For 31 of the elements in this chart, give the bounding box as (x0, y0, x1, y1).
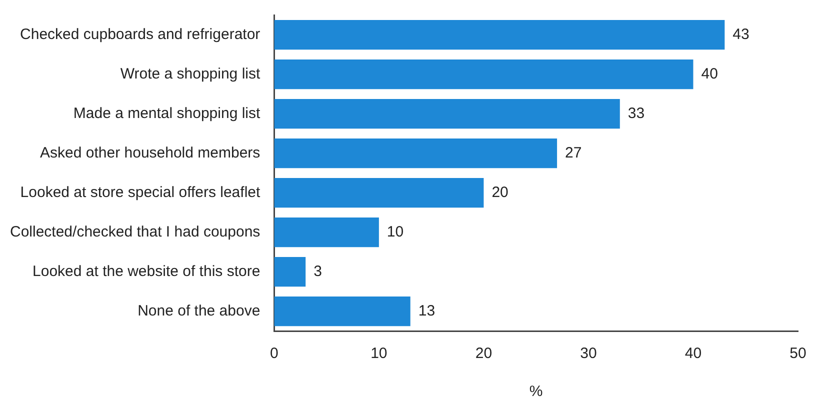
data-label: 43 (732, 26, 750, 43)
bar (274, 256, 306, 287)
x-tick-label: 10 (370, 345, 388, 362)
data-label: 40 (701, 65, 718, 82)
bar (274, 138, 558, 168)
y-tick-label: Looked at store special offers leaflet (20, 184, 261, 201)
bar (274, 98, 620, 129)
data-label: 3 (314, 262, 322, 280)
y-tick-label: Looked at the website of this store (32, 262, 260, 280)
data-label: 13 (418, 302, 436, 320)
y-tick-label: Collected/checked that I had coupons (10, 223, 260, 240)
bar (274, 217, 379, 248)
bar (274, 296, 410, 326)
data-label: 33 (628, 104, 645, 122)
y-tick-label: Checked cupboards and refrigerator (20, 26, 260, 43)
y-tick-label: None of the above (138, 302, 260, 320)
bar (274, 59, 694, 90)
x-tick-label: 30 (580, 345, 597, 362)
data-label: 10 (386, 223, 404, 240)
x-tick-label: 20 (475, 345, 492, 362)
bar (274, 178, 484, 208)
x-tick-label: 50 (790, 345, 806, 362)
y-tick-label: Asked other household members (40, 144, 260, 162)
x-axis-title: % (529, 383, 543, 400)
y-tick-label: Wrote a shopping list (120, 65, 261, 82)
data-label: 27 (565, 144, 582, 162)
bar (274, 20, 725, 50)
x-tick-label: 40 (684, 345, 702, 362)
data-label: 20 (492, 184, 508, 201)
x-tick-label: 0 (270, 345, 278, 362)
y-tick-label: Made a mental shopping list (73, 104, 261, 122)
